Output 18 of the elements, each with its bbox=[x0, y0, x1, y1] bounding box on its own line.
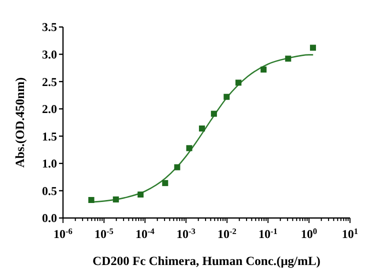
y-tick-label: 3.0 bbox=[42, 47, 57, 62]
y-tick-label: 3.5 bbox=[42, 20, 57, 34]
x-tick-label: 10$^{-4}$ bbox=[136, 226, 156, 241]
x-tick-label: 10$^{-1}$ bbox=[258, 226, 278, 241]
y-tick-label: 1.0 bbox=[42, 156, 57, 171]
y-tick-label: 0.5 bbox=[42, 184, 57, 198]
x-tick-label: 10$^{-6}$ bbox=[54, 226, 72, 241]
x-tick-label: 10$^{0}$ bbox=[300, 226, 318, 241]
x-tick-label: 10$^{-3}$ bbox=[176, 226, 196, 241]
x-tick-label: 10$^{-2}$ bbox=[218, 226, 236, 241]
y-tick-label: 0.0 bbox=[42, 211, 57, 226]
y-tick-label: 2.5 bbox=[42, 74, 57, 89]
x-axis-title: CD200 Fc Chimera, Human Conc.(μg/mL) bbox=[92, 254, 320, 268]
y-axis-title: Abs.(OD.450nm) bbox=[13, 77, 27, 168]
x-tick-label: 10$^{-5}$ bbox=[94, 226, 114, 241]
y-tick-label: 2.0 bbox=[42, 102, 57, 116]
x-tick-label: 10$^{1}$ bbox=[342, 226, 358, 241]
y-tick-label: 1.5 bbox=[42, 129, 57, 144]
